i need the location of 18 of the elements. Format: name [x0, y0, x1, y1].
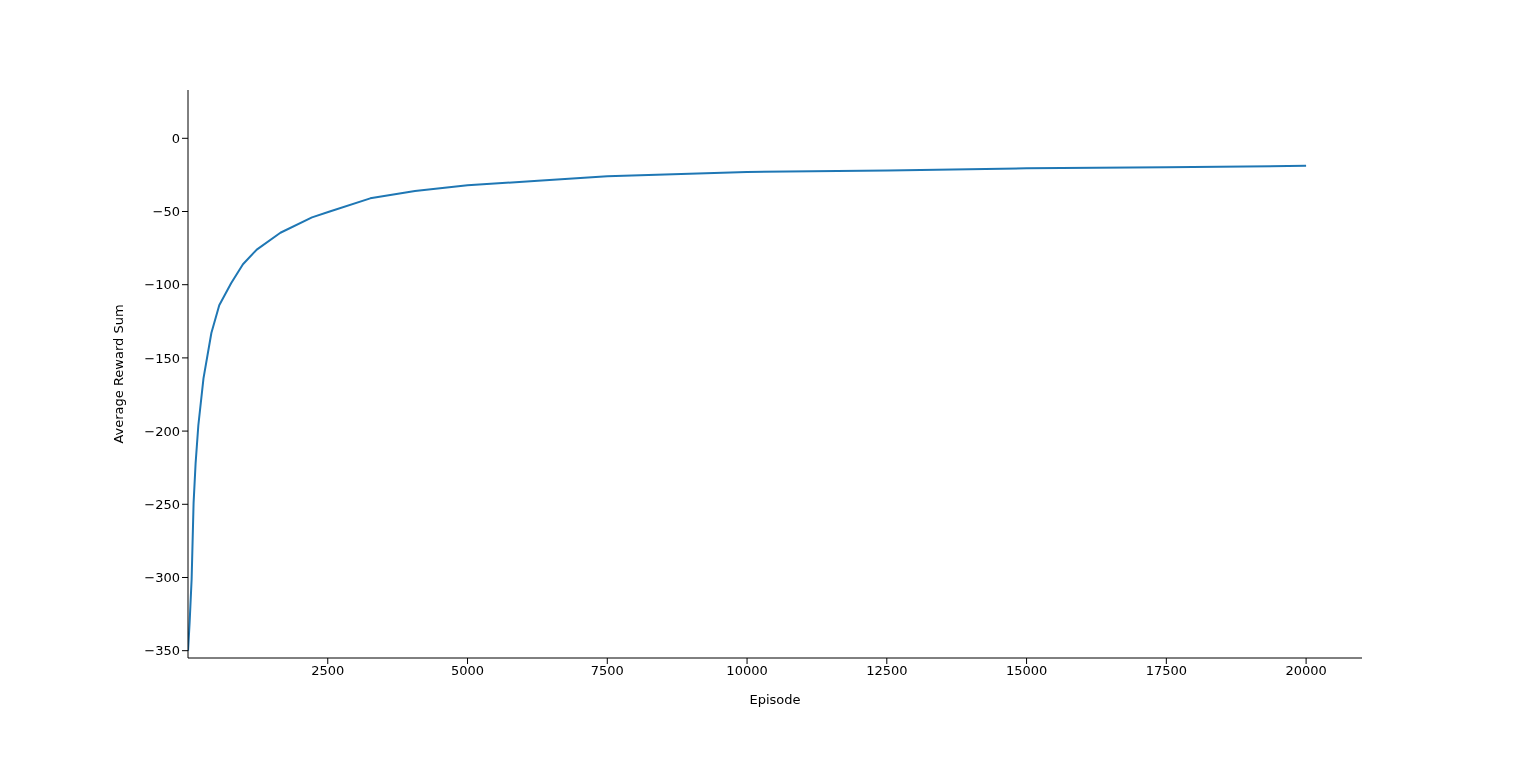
y-tick-label: −50 — [152, 204, 180, 220]
x-tick-label: 15000 — [1005, 663, 1048, 679]
x-tick-label: 10000 — [726, 663, 768, 679]
x-tick-label: 20000 — [1285, 663, 1327, 679]
y-tick-label: −250 — [144, 496, 180, 512]
x-tick-label: 12500 — [866, 663, 908, 679]
y-tick-label: −350 — [144, 643, 180, 659]
y-tick-label: −200 — [144, 423, 180, 439]
y-axis-title: Average Reward Sum — [110, 304, 126, 444]
x-tick-label: 5000 — [450, 663, 485, 679]
x-tick-label: 7500 — [590, 663, 624, 679]
y-tick-label: −300 — [144, 570, 180, 586]
y-tick-label: −150 — [144, 350, 180, 366]
x-tick-label: 17500 — [1145, 663, 1188, 679]
y-tick-label: 0 — [171, 130, 180, 146]
y-tick-label: −100 — [144, 277, 180, 293]
x-tick-label: 2500 — [311, 663, 345, 679]
x-axis-title: Episode — [749, 692, 801, 707]
